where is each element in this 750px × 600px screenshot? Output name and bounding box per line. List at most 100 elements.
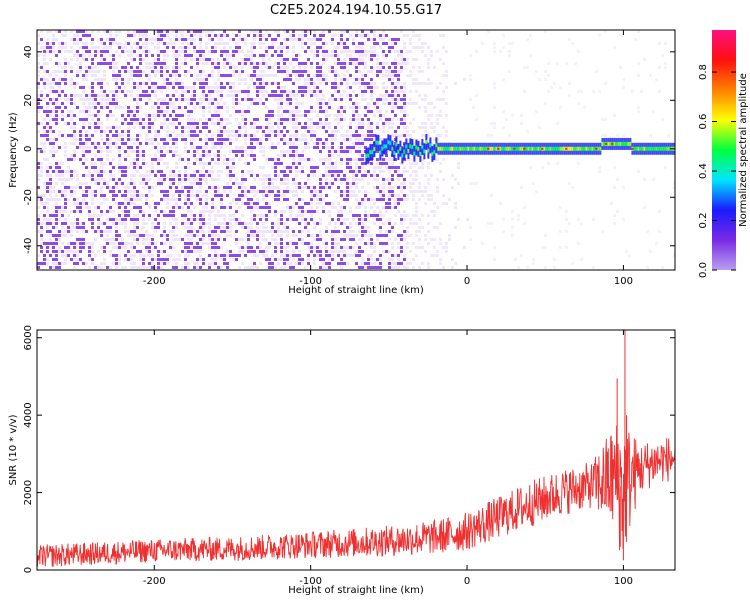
spectrogram-cell	[196, 266, 199, 269]
signal-band-core	[479, 146, 482, 151]
spectrogram-cell	[280, 250, 283, 253]
spectrogram-cell	[298, 110, 301, 113]
spectrogram-cell	[124, 94, 127, 97]
spectrogram-cell	[298, 62, 301, 65]
spectrogram-cell	[58, 162, 61, 165]
spectrogram-cell	[253, 262, 256, 265]
spectrogram-cell	[289, 206, 292, 209]
spectrogram-cell	[361, 258, 364, 261]
spectrogram-cell	[52, 250, 55, 253]
spectrogram-cell	[421, 246, 424, 249]
spectrogram-cell	[229, 250, 232, 253]
spectrogram-cell	[301, 166, 304, 169]
spectrogram-cell	[199, 50, 202, 53]
spectrogram-cell	[343, 194, 346, 197]
spectrogram-cell	[262, 94, 265, 97]
spectrogram-cell	[445, 114, 448, 117]
spectrogram-cell	[388, 198, 391, 201]
spectrogram-cell	[373, 50, 376, 53]
spectrogram-cell	[118, 162, 121, 165]
spectrogram-cell	[82, 198, 85, 201]
spectrogram-cell	[211, 134, 214, 137]
spectrogram-cell	[160, 266, 163, 269]
spectrogram-cell	[157, 114, 160, 117]
spectrogram-cell	[250, 142, 253, 145]
spectrogram-cell	[112, 254, 115, 257]
spectrogram-cell	[382, 178, 385, 181]
spectrogram-cell	[331, 206, 334, 209]
spectrogram-cell	[148, 206, 151, 209]
spectrogram-cell	[121, 166, 124, 169]
spectrogram-cell	[199, 246, 202, 249]
spectrogram-cell	[421, 42, 424, 45]
spectrogram-cell	[409, 218, 412, 221]
spectrogram-cell	[112, 54, 115, 57]
spectrogram-cell	[391, 226, 394, 229]
spectrogram-cell	[55, 218, 58, 221]
spectrogram-cell	[433, 238, 436, 241]
spectrogram-cell	[475, 182, 478, 185]
spectrogram-cell	[136, 66, 139, 69]
spectrogram-cell	[316, 146, 319, 149]
spectrogram-cell	[334, 134, 337, 137]
spectrogram-cell	[322, 206, 325, 209]
spectrogram-cell	[316, 46, 319, 49]
spectrogram-cell	[133, 198, 136, 201]
spectrogram-cell	[577, 90, 580, 93]
spectrogram-cell	[283, 142, 286, 145]
spectrogram-cell	[70, 110, 73, 113]
spectrogram-cell	[46, 182, 49, 185]
spectrogram-cell	[127, 122, 130, 125]
spectrogram-cell	[52, 90, 55, 93]
spectrogram-cell	[124, 258, 127, 261]
spectrogram-cell	[328, 114, 331, 117]
spectrogram-cell	[292, 146, 295, 149]
spectrogram-cell	[301, 86, 304, 89]
spectrogram-cell	[94, 238, 97, 241]
spectrogram-cell	[391, 94, 394, 97]
spectrogram-cell	[97, 122, 100, 125]
spectrogram-cell	[85, 202, 88, 205]
signal-band-core	[587, 146, 590, 151]
spectrogram-cell	[55, 30, 58, 33]
spectrogram-cell	[394, 90, 397, 93]
spectrogram-cell	[409, 122, 412, 125]
spectrogram-cell	[349, 146, 352, 149]
spectrogram-cell	[94, 102, 97, 105]
signal-band-core	[641, 146, 644, 151]
spectrogram-cell	[193, 50, 196, 53]
spectrogram-cell	[298, 114, 301, 117]
spectrogram-cell	[370, 198, 373, 201]
spectrogram-cell	[106, 198, 109, 201]
spectrogram-cell	[412, 162, 415, 165]
spectrogram-cell	[217, 210, 220, 213]
spectrogram-cell	[112, 246, 115, 249]
spectrogram-cell	[370, 46, 373, 49]
spectrogram-cell	[94, 214, 97, 217]
spectrogram-cell	[55, 202, 58, 205]
spectrogram-cell	[340, 142, 343, 145]
spectrogram-cell	[301, 210, 304, 213]
spectrogram-cell	[172, 110, 175, 113]
spectrogram-cell	[124, 174, 127, 177]
spectrogram-cell	[169, 42, 172, 45]
spectrogram-cell	[319, 178, 322, 181]
spectrogram-cell	[259, 62, 262, 65]
spectrogram-cell	[82, 142, 85, 145]
spectrogram-cell	[391, 254, 394, 257]
spectrogram-cell	[238, 110, 241, 113]
spectrogram-cell	[373, 46, 376, 49]
spectrogram-cell	[241, 58, 244, 61]
spectrogram-y-tick-label: -20	[23, 189, 34, 205]
spectrogram-cell	[76, 106, 79, 109]
spectrogram-cell	[214, 226, 217, 229]
spectrogram-cell	[145, 254, 148, 257]
spectrogram-cell	[337, 42, 340, 45]
spectrogram-cell	[175, 206, 178, 209]
spectrogram-cell	[85, 118, 88, 121]
spectrogram-cell	[238, 222, 241, 225]
spectrogram-cell	[403, 42, 406, 45]
spectrogram-cell	[163, 102, 166, 105]
spectrogram-cell	[400, 250, 403, 253]
spectrogram-cell	[388, 206, 391, 209]
